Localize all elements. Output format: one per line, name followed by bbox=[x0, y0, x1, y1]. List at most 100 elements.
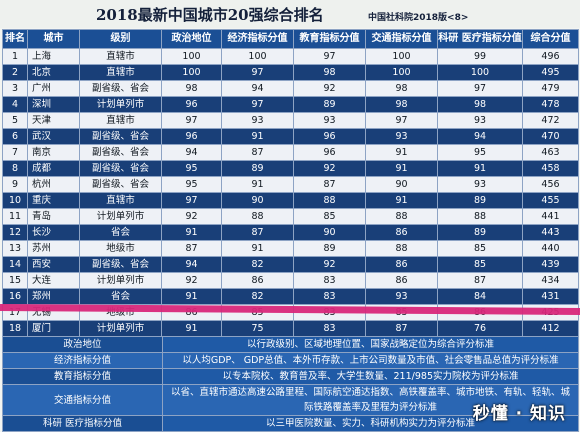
table-row: 1 上海 直辖市 100 100 97 100 99 496 bbox=[2, 48, 579, 65]
level-cell: 副省级、省会 bbox=[79, 256, 162, 273]
city-cell: 重庆 bbox=[27, 192, 80, 209]
transport-cell: 91 bbox=[365, 160, 438, 177]
politics-cell: 97 bbox=[161, 112, 222, 129]
education-cell: 83 bbox=[293, 288, 366, 305]
education-cell: 96 bbox=[293, 144, 366, 161]
transport-cell: 88 bbox=[365, 240, 438, 257]
politics-cell: 92 bbox=[161, 272, 222, 289]
total-cell: 472 bbox=[522, 112, 579, 129]
city-cell: 北京 bbox=[27, 64, 80, 81]
research-cell: 100 bbox=[437, 64, 523, 81]
level-cell: 副省级、省会 bbox=[79, 144, 162, 161]
note-label: 交通指标分值 bbox=[2, 384, 163, 416]
total-cell: 412 bbox=[522, 320, 579, 337]
research-cell: 87 bbox=[437, 272, 523, 289]
level-cell: 计划单列市 bbox=[79, 208, 162, 225]
table-row: 11 青岛 计划单列市 92 88 85 88 88 441 bbox=[2, 208, 579, 225]
rank-cell: 15 bbox=[2, 272, 28, 289]
education-cell: 98 bbox=[293, 64, 366, 81]
economy-cell: 75 bbox=[221, 320, 294, 337]
total-cell: 434 bbox=[522, 272, 579, 289]
total-cell: 470 bbox=[522, 128, 579, 145]
transport-cell: 97 bbox=[365, 112, 438, 129]
education-cell: 88 bbox=[293, 192, 366, 209]
note-label: 科研 医疗指标分值 bbox=[2, 415, 163, 432]
politics-cell: 91 bbox=[161, 320, 222, 337]
city-cell: 上海 bbox=[27, 48, 80, 65]
transport-cell: 86 bbox=[365, 256, 438, 273]
politics-cell: 100 bbox=[161, 64, 222, 81]
note-row: 科研 医疗指标分值 以三甲医院数量、实力、科研机构实力为评分标准 bbox=[2, 415, 579, 432]
total-cell: 495 bbox=[522, 64, 579, 81]
education-cell: 87 bbox=[293, 176, 366, 193]
city-cell: 南京 bbox=[27, 144, 80, 161]
table-row: 13 苏州 地级市 87 91 89 88 85 440 bbox=[2, 240, 579, 257]
transport-cell: 91 bbox=[365, 192, 438, 209]
education-cell: 92 bbox=[293, 256, 366, 273]
note-row: 教育指标分值 以专本院校、教育普及率、大学生数量、211/985实力院校为评分标准 bbox=[2, 368, 579, 385]
note-text: 以人均GDP、 GDP总值、本外币存款、上市公司数量及市值、社会零售品总值为评分… bbox=[162, 352, 579, 369]
table-row: 3 广州 副省级、省会 98 94 92 98 97 479 bbox=[2, 80, 579, 97]
rank-cell: 2 bbox=[2, 64, 28, 81]
economy-cell: 87 bbox=[221, 144, 294, 161]
rank-cell: 14 bbox=[2, 256, 28, 273]
rank-cell: 13 bbox=[2, 240, 28, 257]
education-cell: 89 bbox=[293, 240, 366, 257]
research-cell: 95 bbox=[437, 144, 523, 161]
education-cell: 83 bbox=[293, 320, 366, 337]
level-cell: 直辖市 bbox=[79, 64, 162, 81]
note-text: 以省、直辖市通达高速公路里程、国际航空通达指数、高铁覆盖率、城市地铁、有轨、轻轨… bbox=[162, 384, 579, 416]
research-cell: 99 bbox=[437, 48, 523, 65]
column-header: 综合分值 bbox=[522, 29, 579, 49]
research-cell: 85 bbox=[437, 240, 523, 257]
rank-cell: 8 bbox=[2, 160, 28, 177]
politics-cell: 97 bbox=[161, 192, 222, 209]
table-row: 6 武汉 副省级、省会 96 91 96 93 94 470 bbox=[2, 128, 579, 145]
transport-cell: 98 bbox=[365, 96, 438, 113]
city-cell: 郑州 bbox=[27, 288, 80, 305]
level-cell: 直辖市 bbox=[79, 192, 162, 209]
note-text: 以专本院校、教育普及率、大学生数量、211/985实力院校为评分标准 bbox=[162, 368, 579, 385]
education-cell: 83 bbox=[293, 272, 366, 289]
table-row: 2 北京 直辖市 100 97 98 100 100 495 bbox=[2, 64, 579, 81]
education-cell: 85 bbox=[293, 208, 366, 225]
level-cell: 省会 bbox=[79, 224, 162, 241]
note-row: 交通指标分值 以省、直辖市通达高速公路里程、国际航空通达指数、高铁覆盖率、城市地铁… bbox=[2, 384, 579, 416]
city-cell: 武汉 bbox=[27, 128, 80, 145]
column-header: 级别 bbox=[79, 29, 162, 49]
politics-cell: 96 bbox=[161, 96, 222, 113]
note-label: 政治地位 bbox=[2, 336, 163, 353]
note-label: 经济指标分值 bbox=[2, 352, 163, 369]
note-text: 以三甲医院数量、实力、科研机构实力为评分标准 bbox=[162, 415, 579, 432]
column-header: 排名 bbox=[2, 29, 28, 49]
city-cell: 苏州 bbox=[27, 240, 80, 257]
politics-cell: 92 bbox=[161, 208, 222, 225]
research-cell: 94 bbox=[437, 128, 523, 145]
rank-cell: 16 bbox=[2, 288, 28, 305]
rank-cell: 6 bbox=[2, 128, 28, 145]
city-cell: 厦门 bbox=[27, 320, 80, 337]
total-cell: 440 bbox=[522, 240, 579, 257]
note-row: 政治地位 以行政级别、区域地理位置、国家战略定位为综合评分标准 bbox=[2, 336, 579, 353]
city-cell: 西安 bbox=[27, 256, 80, 273]
level-cell: 地级市 bbox=[79, 240, 162, 257]
education-cell: 90 bbox=[293, 224, 366, 241]
economy-cell: 93 bbox=[221, 112, 294, 129]
table-row: 14 西安 副省级、省会 94 82 92 86 85 439 bbox=[2, 256, 579, 273]
note-row: 经济指标分值 以人均GDP、 GDP总值、本外币存款、上市公司数量及市值、社会零售… bbox=[2, 352, 579, 369]
level-cell: 直辖市 bbox=[79, 112, 162, 129]
rank-cell: 11 bbox=[2, 208, 28, 225]
title-bar: 2018最新中国城市20强综合排名 中国社科院2018版<8> bbox=[0, 0, 580, 28]
economy-cell: 89 bbox=[221, 160, 294, 177]
economy-cell: 97 bbox=[221, 96, 294, 113]
rank-cell: 7 bbox=[2, 144, 28, 161]
rank-cell: 10 bbox=[2, 192, 28, 209]
column-header: 经济指标分值 bbox=[221, 29, 294, 49]
education-cell: 92 bbox=[293, 80, 366, 97]
economy-cell: 86 bbox=[221, 272, 294, 289]
total-cell: 478 bbox=[522, 96, 579, 113]
total-cell: 463 bbox=[522, 144, 579, 161]
rank-cell: 4 bbox=[2, 96, 28, 113]
research-cell: 76 bbox=[437, 320, 523, 337]
economy-cell: 94 bbox=[221, 80, 294, 97]
